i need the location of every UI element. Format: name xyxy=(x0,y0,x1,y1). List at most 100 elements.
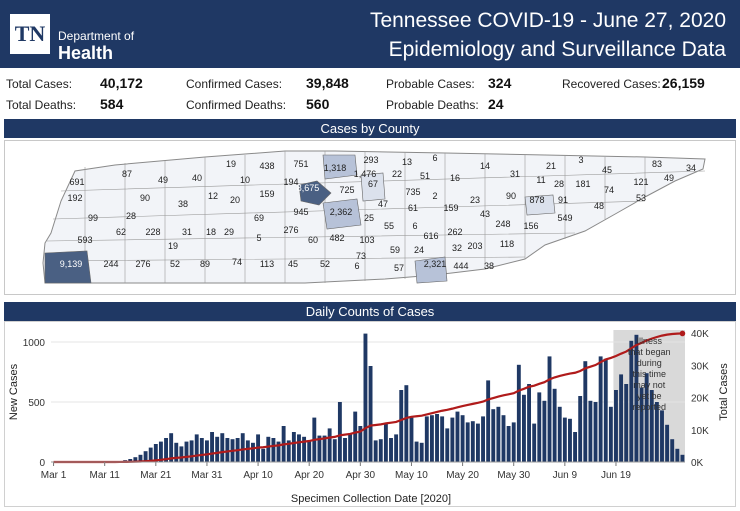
x-axis-tick-label: Jun 9 xyxy=(553,470,578,481)
county-count-label: 192 xyxy=(67,193,82,203)
new-cases-bar xyxy=(660,410,664,462)
new-cases-bar xyxy=(215,437,219,462)
county-count-label: 8,675 xyxy=(297,183,320,193)
new-cases-bar xyxy=(205,440,209,462)
x-axis-tick-label: May 30 xyxy=(497,470,530,481)
county-count-label: 23 xyxy=(470,195,480,205)
county-count-label: 51 xyxy=(420,171,430,181)
county-count-label: 593 xyxy=(77,235,92,245)
county-count-label: 21 xyxy=(546,161,556,171)
county-count-label: 89 xyxy=(200,259,210,269)
new-cases-bar xyxy=(450,418,454,462)
county-count-label: 228 xyxy=(145,227,160,237)
county-count-label: 276 xyxy=(135,259,150,269)
confirmed-deaths-value: 560 xyxy=(306,96,329,112)
new-cases-bar xyxy=(573,432,577,462)
total-deaths-label: Total Deaths: xyxy=(6,98,76,112)
right-axis-tick: 0K xyxy=(691,458,704,469)
new-cases-bar xyxy=(440,416,444,462)
county-count-label: 53 xyxy=(636,193,646,203)
probable-cases-value: 324 xyxy=(488,75,511,91)
x-axis-tick-label: Mar 31 xyxy=(191,470,223,481)
probable-cases-label: Probable Cases: xyxy=(386,77,475,91)
county-count-label: 438 xyxy=(259,161,274,171)
county-count-label: 244 xyxy=(103,259,118,269)
county-count-label: 32 xyxy=(452,243,462,253)
county-count-label: 47 xyxy=(378,199,388,209)
county-count-label: 69 xyxy=(254,213,264,223)
county-count-label: 49 xyxy=(158,175,168,185)
x-axis-tick-label: Mar 11 xyxy=(89,470,120,481)
county-count-label: 74 xyxy=(604,185,614,195)
new-cases-bar xyxy=(200,438,204,462)
county-count-label: 40 xyxy=(192,173,202,183)
new-cases-bar xyxy=(681,455,685,462)
county-count-label: 725 xyxy=(339,185,354,195)
x-axis-label: Specimen Collection Date [2020] xyxy=(291,493,451,505)
left-axis-tick: 500 xyxy=(28,398,45,409)
daily-counts-header: Daily Counts of Cases xyxy=(4,302,736,321)
total-deaths-value: 584 xyxy=(100,96,123,112)
total-cases-value: 40,172 xyxy=(100,75,143,91)
new-cases-bar xyxy=(578,396,582,462)
dept-line1: Department of xyxy=(58,29,134,43)
recovered-cases-label: Recovered Cases: xyxy=(562,77,661,91)
new-cases-bar xyxy=(558,407,562,462)
right-axis-tick: 40K xyxy=(691,329,709,340)
new-cases-bar xyxy=(461,415,465,462)
new-cases-bar xyxy=(614,390,618,462)
new-cases-bar xyxy=(517,365,521,462)
new-cases-bar xyxy=(220,433,224,462)
x-axis-tick-label: Jun 19 xyxy=(601,470,631,481)
county-count-label: 52 xyxy=(170,259,180,269)
new-cases-bar xyxy=(491,409,495,462)
x-axis-tick-label: Mar 1 xyxy=(41,470,67,481)
x-axis-tick-label: May 20 xyxy=(446,470,479,481)
new-cases-bar xyxy=(583,361,587,462)
county-count-label: 10 xyxy=(240,175,250,185)
county-count-label: 118 xyxy=(500,239,514,249)
county-count-label: 262 xyxy=(447,227,462,237)
new-cases-bar xyxy=(588,401,592,462)
county-count-label: 14 xyxy=(480,161,490,171)
county-count-label: 38 xyxy=(484,261,494,271)
new-cases-bar xyxy=(266,437,270,462)
x-axis-tick-label: Mar 21 xyxy=(140,470,172,481)
county-count-label: 482 xyxy=(329,233,344,243)
left-axis-tick: 1000 xyxy=(23,338,46,349)
new-cases-bar xyxy=(292,432,296,462)
new-cases-bar xyxy=(624,384,628,462)
county-count-label: 1,318 xyxy=(324,163,347,173)
county-count-label: 28 xyxy=(126,211,136,221)
county-count-label: 2 xyxy=(432,191,437,201)
y-left-label: New Cases xyxy=(8,363,20,420)
county-count-label: 45 xyxy=(288,259,298,269)
new-cases-bar xyxy=(374,440,378,462)
county-count-label: 87 xyxy=(122,169,132,179)
new-cases-bar xyxy=(225,438,229,462)
new-cases-bar xyxy=(195,434,199,462)
county-count-label: 48 xyxy=(594,201,604,211)
county-count-label: 45 xyxy=(602,165,612,175)
x-axis-tick-label: Apr 20 xyxy=(294,470,324,481)
new-cases-bar xyxy=(563,418,567,462)
tn-logo: TN xyxy=(10,14,50,54)
new-cases-bar xyxy=(353,412,357,462)
y-right-label: Total Cases xyxy=(718,363,730,421)
county-count-label: 73 xyxy=(356,251,366,261)
new-cases-bar xyxy=(333,439,337,462)
county-count-label: 6 xyxy=(412,221,417,231)
county-count-label: 19 xyxy=(168,241,178,251)
new-cases-bar xyxy=(394,434,398,462)
new-cases-bar xyxy=(522,395,526,462)
county-count-label: 74 xyxy=(232,257,242,267)
new-cases-bar xyxy=(553,389,557,462)
county-count-label: 13 xyxy=(402,157,412,167)
county-count-label: 5 xyxy=(256,233,261,243)
new-cases-bar xyxy=(190,440,194,462)
